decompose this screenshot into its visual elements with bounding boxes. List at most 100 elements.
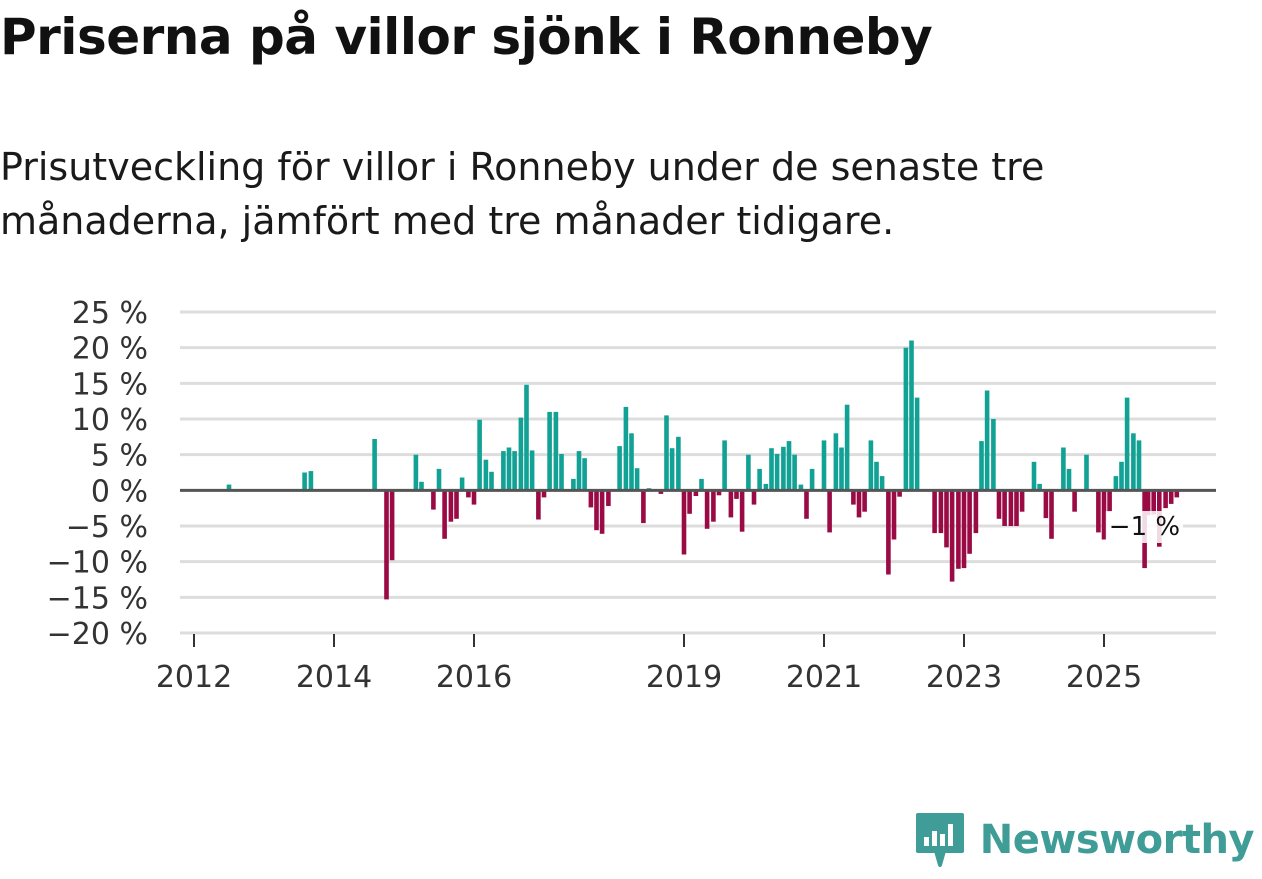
bar [984,390,990,491]
bar [676,436,681,491]
bar [757,468,762,491]
bar [961,490,967,569]
bar [308,471,314,491]
bar [629,433,634,491]
bar [529,450,535,491]
y-tick-label: −20 % [47,617,148,652]
bar [576,451,582,491]
bar [536,490,541,520]
bar [781,446,786,491]
bar [658,490,664,494]
bar [389,490,395,561]
bar [669,448,675,491]
bar [734,490,739,499]
bar [553,411,559,491]
bar [413,454,419,491]
bar [1084,454,1089,491]
bar [967,490,972,554]
bar [1008,490,1014,526]
bar [979,441,984,491]
bar [774,454,780,491]
bar [827,490,832,533]
bar [1119,461,1124,491]
end-label-layer: −1 % [1105,511,1184,543]
y-tick-label: −5 % [66,510,148,545]
bar [547,411,552,491]
bar [944,490,949,548]
bar [477,419,482,491]
bar [436,468,442,491]
bar [1174,490,1180,498]
y-tick-label: 20 % [72,332,148,367]
bar [302,472,307,491]
bar [809,468,815,491]
x-tick-label: 2012 [156,660,232,695]
x-tick-label: 2016 [436,660,512,695]
bar [1002,490,1007,526]
bar [862,490,867,512]
bar [699,478,704,491]
bar [711,490,716,522]
bar [798,484,804,491]
y-tick-label: 0 % [91,474,148,509]
bar [1107,490,1112,512]
bar [851,490,856,505]
bar [681,490,687,555]
x-tick-label: 2014 [296,660,372,695]
bar [559,454,564,491]
y-tick-label: 5 % [91,439,148,474]
newsworthy-logo-icon [915,813,964,867]
bar [991,419,996,491]
x-tick-label: 2025 [1066,660,1142,695]
bar [524,384,529,491]
x-axis-ticks: 2012 2014 2016 2019 2021 2023 2025 [156,634,1142,695]
bar [489,471,494,491]
bar [1131,433,1136,491]
bar [606,490,611,506]
y-tick-label: 15 % [72,367,148,402]
last-value-label: −1 % [1109,512,1180,542]
bar [1124,397,1130,491]
bar [1151,490,1156,515]
bar [1163,490,1168,509]
bar [1168,490,1174,504]
bar [1037,483,1042,491]
bar [956,490,961,569]
bar [751,490,757,505]
bar [664,415,669,491]
grid-lines [180,310,1216,635]
bar [541,490,547,498]
bar [891,490,897,540]
bar [693,490,699,496]
bar [501,451,506,491]
bar [634,468,640,491]
bar [786,441,792,491]
bar [459,477,465,491]
bar [903,347,909,491]
bar [897,490,902,497]
bar [1113,476,1119,491]
bar [874,461,879,491]
bar [763,483,769,491]
bar [996,490,1002,519]
bar [722,440,727,491]
bar [938,490,944,534]
bar [466,490,471,498]
bar [384,490,389,600]
bar [868,440,874,491]
bar [1136,440,1142,491]
bar [932,490,937,534]
bar [442,490,447,539]
bar [879,476,885,491]
bar [641,490,646,524]
bar [833,433,839,491]
bar [856,490,862,518]
last-value-label-bg [1105,511,1184,543]
bar [588,490,594,508]
bar [454,490,459,519]
bar [949,490,955,582]
bar [769,448,774,491]
bar [471,490,477,505]
bar [431,490,436,510]
bar [839,447,844,491]
